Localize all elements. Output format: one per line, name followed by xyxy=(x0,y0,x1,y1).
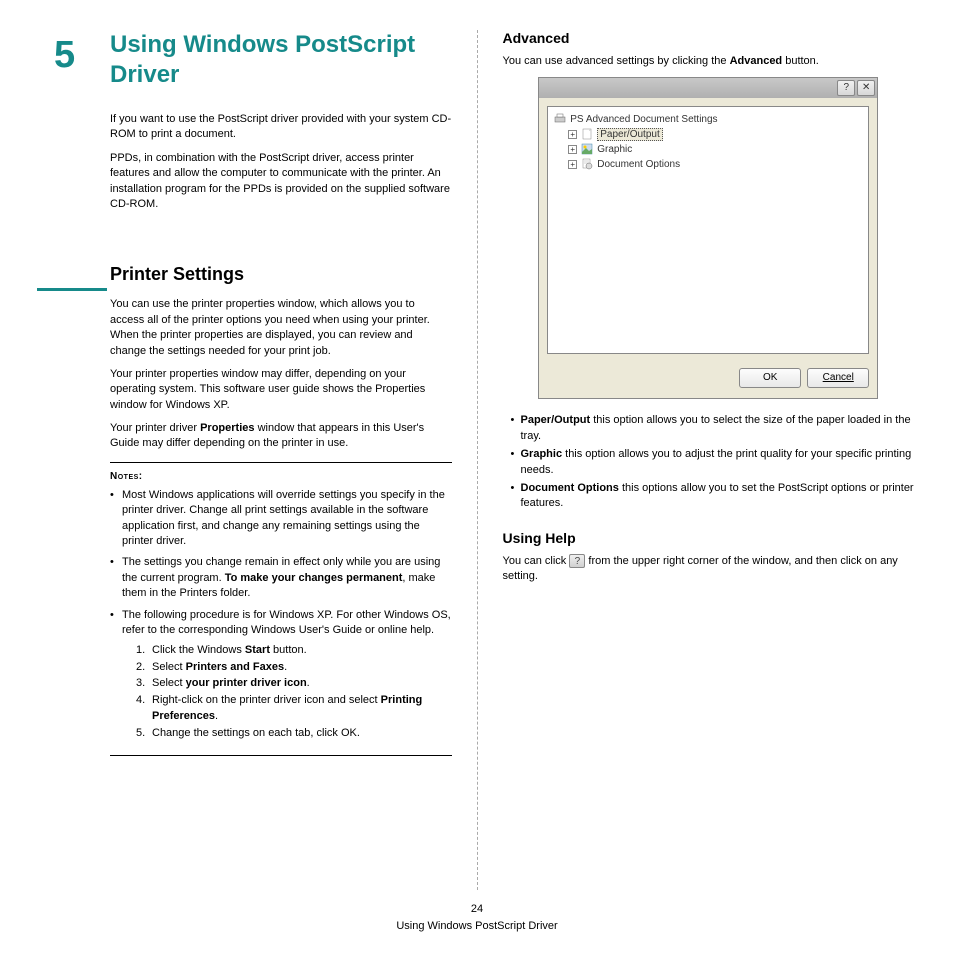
step-5: 5.Change the settings on each tab, click… xyxy=(136,725,452,742)
expand-icon[interactable]: + xyxy=(568,145,577,154)
tree-root-label: PS Advanced Document Settings xyxy=(570,114,717,125)
tree-item-label: Graphic xyxy=(597,144,632,155)
graphic-icon xyxy=(581,143,593,155)
running-footer: Using Windows PostScript Driver xyxy=(0,918,954,935)
step-3: 3.Select your printer driver icon. xyxy=(136,675,452,692)
cancel-button[interactable]: Cancel xyxy=(807,368,869,388)
step-2: 2.Select Printers and Faxes. xyxy=(136,659,452,676)
bullet-document-options: Document Options this options allow you … xyxy=(511,481,915,512)
using-help-text: You can click ? from the upper right cor… xyxy=(503,554,915,585)
document-options-icon xyxy=(581,158,593,170)
note-item-1: Most Windows applications will override … xyxy=(110,488,452,550)
printer-settings-p2: Your printer properties window may diffe… xyxy=(110,367,452,413)
tree-root[interactable]: PS Advanced Document Settings xyxy=(554,113,862,125)
advanced-settings-dialog: ? ✕ PS Advanced Document Settings + Pape… xyxy=(538,77,878,399)
intro-paragraph-1: If you want to use the PostScript driver… xyxy=(110,112,452,143)
printer-settings-p3: Your printer driver Properties window th… xyxy=(110,421,452,452)
intro-paragraph-2: PPDs, in combination with the PostScript… xyxy=(110,151,452,213)
help-button-icon[interactable]: ? xyxy=(569,554,585,568)
bullet-paper-output: Paper/Output this option allows you to s… xyxy=(511,413,915,444)
procedure-steps: 1.Click the Windows Start button. 2.Sele… xyxy=(122,642,452,741)
ok-button[interactable]: OK xyxy=(739,368,801,388)
section-accent-bar xyxy=(37,288,107,291)
tree-item-paper-output[interactable]: + Paper/Output xyxy=(568,127,862,141)
expand-icon[interactable]: + xyxy=(568,160,577,169)
notes-label: Notes: xyxy=(110,471,452,482)
advanced-intro: You can use advanced settings by clickin… xyxy=(503,54,915,69)
step-1: 1.Click the Windows Start button. xyxy=(136,642,452,659)
advanced-heading: Advanced xyxy=(503,30,915,46)
page-footer: 24 Using Windows PostScript Driver xyxy=(0,901,954,934)
tree-item-graphic[interactable]: + Graphic xyxy=(568,142,862,156)
help-icon[interactable]: ? xyxy=(837,80,855,96)
tree-item-label: Document Options xyxy=(597,159,680,170)
dialog-titlebar: ? ✕ xyxy=(539,78,877,98)
two-column-layout: 5 Using Windows PostScript Driver If you… xyxy=(40,30,914,890)
paper-icon xyxy=(581,128,593,140)
close-icon[interactable]: ✕ xyxy=(857,80,875,96)
expand-icon[interactable]: + xyxy=(568,130,577,139)
right-column: Advanced You can use advanced settings b… xyxy=(478,30,915,890)
bullet-graphic: Graphic this option allows you to adjust… xyxy=(511,447,915,478)
tree-item-document-options[interactable]: + Document Options xyxy=(568,157,862,171)
dialog-footer: OK Cancel xyxy=(539,362,877,398)
page-number: 24 xyxy=(0,901,954,918)
chapter-number: 5 xyxy=(54,34,75,77)
printer-settings-p1: You can use the printer properties windo… xyxy=(110,297,452,359)
note-item-3: The following procedure is for Windows X… xyxy=(110,608,452,742)
notes-box: Notes: Most Windows applications will ov… xyxy=(110,462,452,757)
printer-icon xyxy=(554,113,566,125)
notes-list: Most Windows applications will override … xyxy=(110,488,452,742)
left-column: 5 Using Windows PostScript Driver If you… xyxy=(40,30,477,890)
using-help-heading: Using Help xyxy=(503,530,915,546)
step-4: 4.Right-click on the printer driver icon… xyxy=(136,692,452,725)
chapter-title: Using Windows PostScript Driver xyxy=(110,30,452,90)
printer-settings-heading: Printer Settings xyxy=(110,264,452,285)
note-item-2: The settings you change remain in effect… xyxy=(110,555,452,601)
dialog-tree-panel: PS Advanced Document Settings + Paper/Ou… xyxy=(547,106,869,354)
tree-item-label: Paper/Output xyxy=(597,128,662,141)
advanced-bullets: Paper/Output this option allows you to s… xyxy=(503,413,915,511)
